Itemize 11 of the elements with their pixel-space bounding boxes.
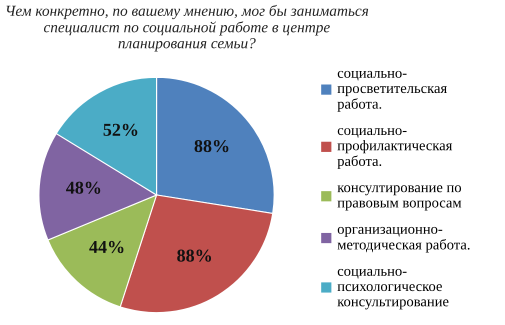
data-label: 88% xyxy=(194,140,228,152)
chart-title: Чем конкретно, по вашему мнению, мог бы заниматься специалист по социальной работе в центре планирования семьи? xyxy=(6,4,368,52)
data-label: 88% xyxy=(177,250,212,262)
legend-label: консултирование по правовым вопросам xyxy=(337,185,462,211)
legend-label: социально-профилактическая работа. xyxy=(337,128,452,169)
data-label: 44% xyxy=(89,240,124,254)
data-label: 48% xyxy=(66,182,100,194)
legend-label: социально-психологическое консультирование xyxy=(337,268,448,310)
legend-label: организационно-методическая работа. xyxy=(338,226,470,253)
data-label: 52% xyxy=(104,124,138,136)
legend-label: социально-просветительская работа. xyxy=(337,70,447,112)
